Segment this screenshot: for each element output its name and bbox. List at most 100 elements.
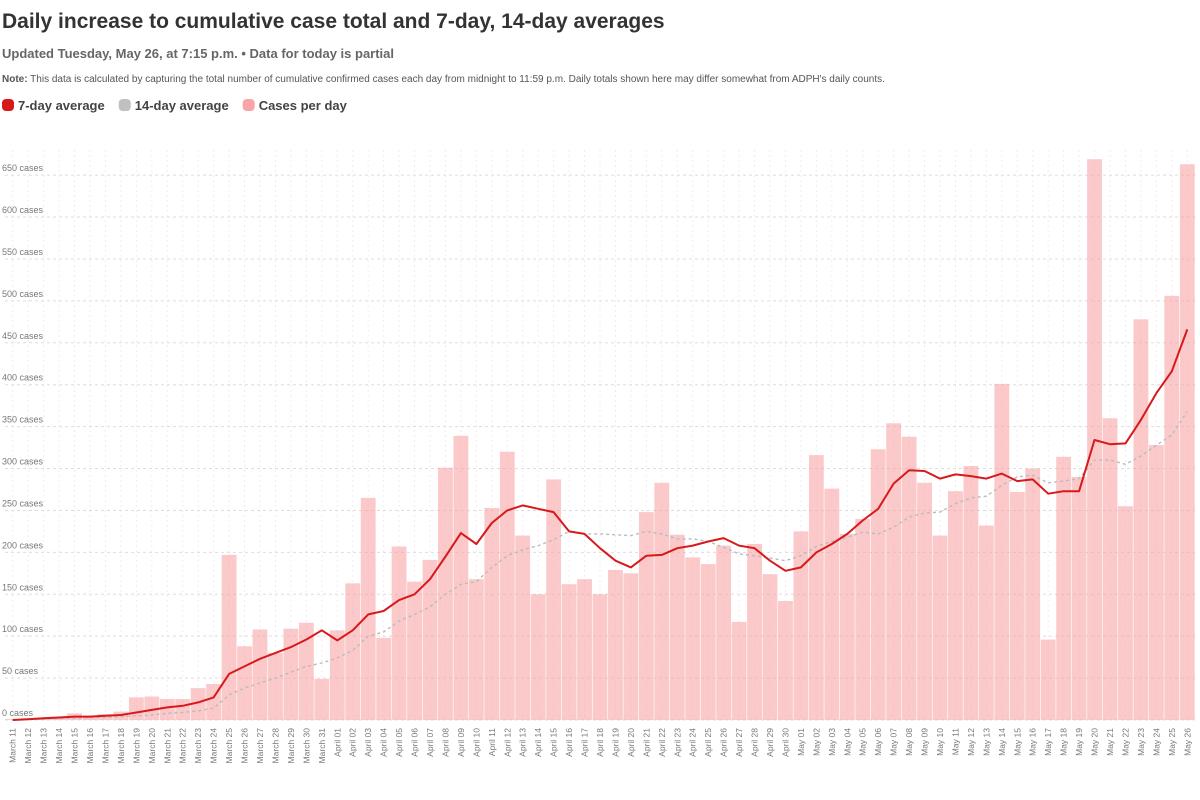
bar [298, 622, 314, 720]
bar [329, 630, 345, 720]
x-tick-label: March 14 [54, 728, 64, 764]
line [12, 329, 1189, 721]
x-tick-label: May 16 [1028, 728, 1038, 756]
x-tick-label: April 01 [332, 728, 342, 757]
x-tick-label: May 24 [1151, 728, 1161, 756]
bar [747, 543, 762, 720]
bar [870, 449, 886, 720]
bar [1071, 476, 1087, 720]
x-tick-label: May 17 [1043, 728, 1053, 756]
x-tick-label: May 18 [1059, 728, 1069, 756]
bar [654, 482, 670, 720]
bar [963, 466, 979, 720]
x-tick-label: May 26 [1182, 728, 1192, 756]
note: Note: This data is calculated by capturi… [2, 74, 885, 85]
x-tick-label: May 01 [796, 728, 806, 756]
bar [886, 423, 902, 720]
x-tick-label: March 18 [116, 728, 126, 764]
x-tick-label: April 13 [518, 728, 528, 757]
x-tick-label: May 02 [811, 728, 821, 756]
x-tick-label: April 24 [688, 728, 698, 757]
bar [1102, 418, 1118, 720]
bar [360, 497, 376, 720]
x-tick-label: May 04 [842, 728, 852, 756]
bar [623, 573, 639, 720]
legend-label: 7-day average [18, 98, 105, 113]
bar [159, 699, 175, 720]
x-tick-label: April 25 [703, 728, 713, 757]
bar [731, 621, 747, 720]
bar [515, 535, 531, 720]
x-tick-label: March 29 [286, 728, 296, 764]
bar [345, 583, 361, 720]
bar [453, 435, 469, 720]
subtitle: Updated Tuesday, May 26, at 7:15 p.m. • … [2, 46, 394, 61]
x-tick-label: March 25 [224, 728, 234, 764]
bar [855, 518, 871, 720]
x-tick-label: April 10 [471, 728, 481, 757]
x-tick-label: March 16 [85, 728, 95, 764]
y-tick-label: 250 cases [2, 498, 44, 508]
bar [484, 507, 500, 720]
y-tick-label: 200 cases [2, 540, 44, 550]
bar [669, 534, 685, 720]
x-tick-label: April 06 [410, 728, 420, 757]
x-tick-label: May 10 [935, 728, 945, 756]
x-tick-label: April 22 [657, 728, 667, 757]
y-tick-label: 100 cases [2, 624, 44, 634]
bar [190, 688, 206, 720]
x-tick-label: April 18 [595, 728, 605, 757]
x-tick-label: April 23 [672, 728, 682, 757]
x-tick-label: May 06 [873, 728, 883, 756]
x-tick-label: April 12 [502, 728, 512, 757]
bar [1040, 639, 1056, 720]
bar [932, 535, 948, 720]
bar [546, 479, 562, 720]
bar [1009, 492, 1025, 720]
bar [221, 554, 237, 720]
bar [762, 574, 778, 720]
x-tick-label: March 13 [39, 728, 49, 764]
x-tick-label: March 12 [23, 728, 33, 764]
chart-title: Daily increase to cumulative case total … [2, 10, 665, 33]
y-tick-label: 550 cases [2, 247, 44, 257]
x-tick-label: May 20 [1090, 728, 1100, 756]
bar [144, 696, 160, 720]
x-tick-label: March 17 [100, 728, 110, 764]
x-tick-label: March 27 [255, 728, 265, 764]
note-text: This data is calculated by capturing the… [30, 74, 885, 85]
x-tick-label: May 05 [858, 728, 868, 756]
x-tick-label: April 14 [533, 728, 543, 757]
bar [283, 628, 299, 720]
x-tick-label: May 21 [1105, 728, 1115, 756]
x-tick-label: March 24 [209, 728, 219, 764]
bar [1164, 295, 1180, 720]
x-tick-label: May 12 [966, 728, 976, 756]
x-tick-label: April 07 [425, 728, 435, 757]
x-tick-label: April 05 [394, 728, 404, 757]
x-tick-label: April 04 [379, 728, 389, 757]
x-tick-label: March 23 [193, 728, 203, 764]
x-tick-label: March 26 [240, 728, 250, 764]
x-tick-label: March 21 [162, 728, 172, 764]
bar [175, 699, 191, 720]
legend-swatch [242, 99, 255, 111]
note-label: Note: [2, 74, 28, 85]
x-tick-label: May 15 [1012, 728, 1022, 756]
bar [407, 581, 422, 720]
bar [1133, 319, 1149, 720]
bar [608, 569, 623, 720]
x-tick-label: April 20 [626, 728, 636, 757]
x-tick-label: March 30 [301, 728, 311, 764]
x-tick-label: May 03 [827, 728, 837, 756]
x-tick-label: May 25 [1167, 728, 1177, 756]
x-tick-label: May 22 [1120, 728, 1130, 756]
bar [917, 482, 932, 720]
x-tick-label: April 11 [487, 728, 497, 756]
x-tick-label: May 09 [920, 728, 930, 756]
x-tick-label: May 14 [997, 728, 1007, 756]
x-tick-label: May 11 [950, 728, 960, 756]
x-tick-label: March 11 [8, 728, 18, 763]
bar [1179, 164, 1195, 720]
